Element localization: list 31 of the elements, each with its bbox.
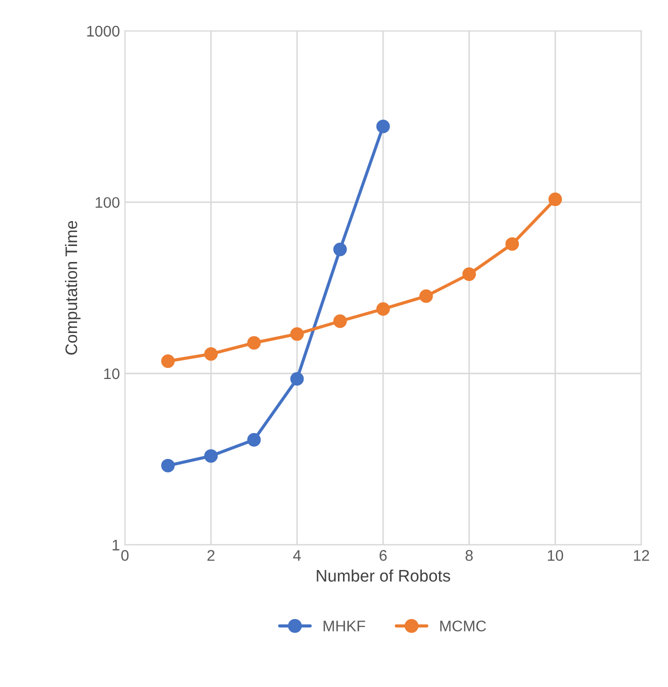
point: [204, 347, 218, 361]
point: [505, 237, 519, 251]
y-tick-label: 1000: [87, 26, 120, 37]
legend-label: MHKF: [324, 620, 366, 632]
x-tick-label: 6: [380, 550, 387, 561]
legend-label: MCMC: [440, 620, 486, 632]
x-tick-label: 4: [293, 550, 301, 561]
point: [290, 327, 304, 341]
x-tick-label: 12: [634, 550, 650, 561]
point: [333, 242, 347, 256]
point: [247, 336, 261, 350]
point: [376, 302, 390, 316]
y-tick-label: 10: [104, 368, 120, 380]
x-tick-label: 2: [207, 550, 214, 561]
point: [161, 354, 175, 368]
point: [247, 433, 261, 447]
x-tick-label: 0: [121, 550, 129, 561]
y-tick-label: 100: [96, 197, 120, 208]
point: [462, 267, 476, 281]
y-axis-title: Computation Time: [64, 220, 81, 355]
y-tick-label: 1: [112, 540, 120, 550]
point: [419, 289, 433, 303]
point: [548, 192, 562, 206]
point: [333, 314, 347, 328]
point: [290, 372, 304, 386]
x-tick-label: 10: [548, 550, 564, 561]
x-tick-label: 8: [466, 550, 473, 561]
point: [204, 449, 218, 463]
x-axis-title: Number of Robots: [316, 569, 450, 582]
point: [376, 120, 390, 134]
point: [161, 458, 175, 472]
